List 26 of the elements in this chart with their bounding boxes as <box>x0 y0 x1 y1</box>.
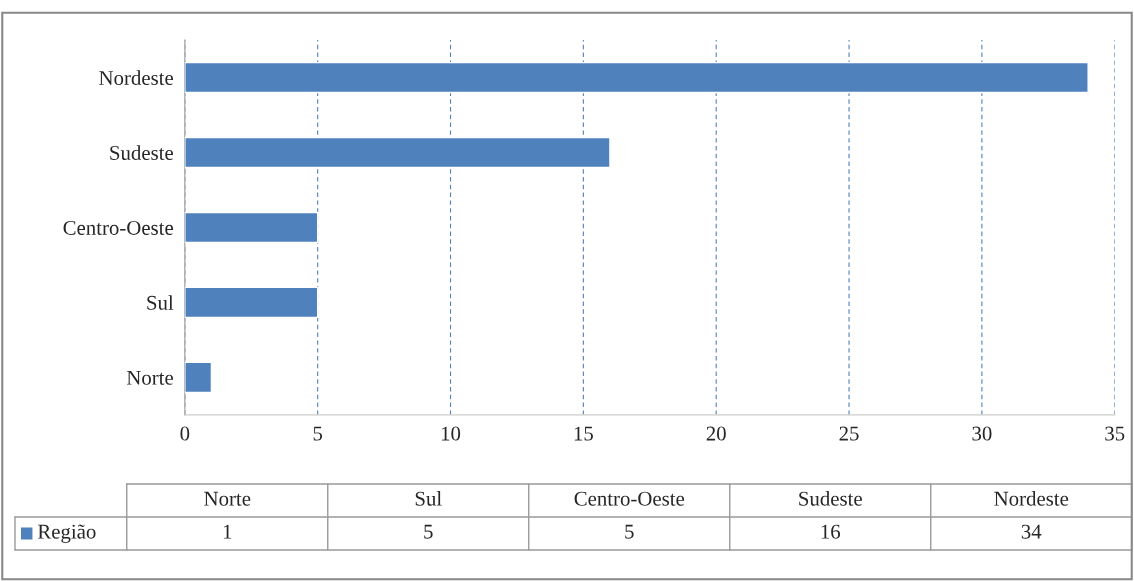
y-tick-label: Centro-Oeste <box>63 220 174 235</box>
category-label: Sudeste <box>799 491 862 506</box>
data-label: 5 <box>625 524 634 539</box>
x-tick-label: 20 <box>706 426 726 441</box>
x-tick-label: 30 <box>972 426 992 441</box>
data-label: 34 <box>1021 524 1042 539</box>
data-label: 16 <box>821 524 841 539</box>
x-tick-label: 10 <box>441 426 461 441</box>
data-label: 1 <box>223 524 232 539</box>
y-tick-label: Sul <box>147 295 174 310</box>
bar <box>184 136 611 169</box>
x-tick-label: 25 <box>839 426 859 441</box>
y-tick-label: Sudeste <box>110 145 174 160</box>
x-tick-label: 35 <box>1105 426 1125 441</box>
category-label: Nordeste <box>994 491 1069 506</box>
y-tick-label: Nordeste <box>99 70 174 85</box>
x-tick-label: 5 <box>313 426 323 441</box>
category-label: Centro-Oeste <box>574 491 685 506</box>
x-tick-label: 15 <box>574 426 593 441</box>
category-label: Norte <box>204 491 251 506</box>
x-tick-label: 0 <box>180 426 190 441</box>
category-label: Sul <box>415 491 442 506</box>
bar <box>184 361 213 394</box>
y-tick-label: Norte <box>126 370 174 385</box>
legend-label: Região <box>37 524 96 543</box>
data-label: 5 <box>424 524 433 539</box>
